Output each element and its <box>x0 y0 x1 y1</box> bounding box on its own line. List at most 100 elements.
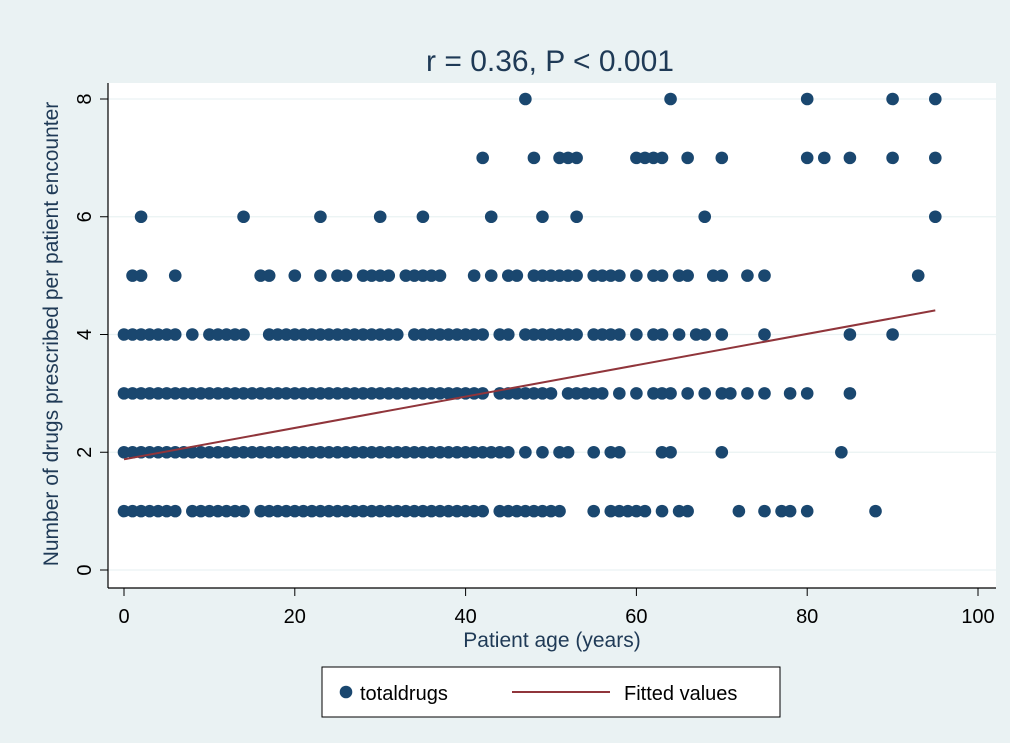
x-tick-label-80: 80 <box>796 606 818 628</box>
data-point <box>911 269 925 282</box>
fitted-values-line <box>123 309 936 461</box>
y-axis-label: Number of drugs prescribed per patient e… <box>40 102 63 567</box>
data-point <box>715 151 729 165</box>
data-point <box>886 328 899 341</box>
data-point <box>168 328 182 341</box>
data-point <box>502 445 515 459</box>
data-point <box>655 269 669 282</box>
data-point <box>800 151 814 165</box>
data-point <box>416 210 430 224</box>
data-point <box>929 92 942 106</box>
data-point <box>553 504 566 518</box>
data-point <box>835 445 848 459</box>
y-tick-label-2: 2 <box>74 447 96 458</box>
data-point <box>698 328 712 341</box>
data-point <box>886 92 899 106</box>
legend-label-fitted-values: Fitted values <box>624 683 737 705</box>
data-point <box>664 445 677 459</box>
data-point <box>314 269 327 282</box>
data-point <box>237 328 250 341</box>
data-point <box>134 210 148 224</box>
data-point <box>800 92 814 106</box>
data-point <box>758 387 771 400</box>
legend-label-totaldrugs: totaldrugs <box>360 683 448 705</box>
data-point <box>536 210 549 224</box>
data-point <box>783 387 797 400</box>
data-point <box>715 328 729 341</box>
data-point <box>800 504 814 518</box>
data-point <box>655 504 669 518</box>
data-point <box>655 328 669 341</box>
data-point <box>262 269 276 282</box>
x-axis-label: Patient age (years) <box>463 629 640 652</box>
data-point <box>724 387 737 400</box>
y-tick-label-8: 8 <box>74 93 96 104</box>
data-point <box>758 504 771 518</box>
data-point <box>613 269 626 282</box>
data-point <box>655 151 669 165</box>
data-point <box>484 210 498 224</box>
x-tick-label-0: 0 <box>118 606 129 628</box>
data-point <box>237 210 250 224</box>
data-point <box>536 445 549 459</box>
data-point <box>510 269 524 282</box>
data-point <box>843 328 857 341</box>
data-point <box>570 328 583 341</box>
data-point <box>527 151 541 165</box>
data-point <box>587 445 600 459</box>
data-point <box>476 151 489 165</box>
data-point <box>681 269 694 282</box>
data-point <box>613 328 626 341</box>
data-point <box>741 269 754 282</box>
data-point <box>544 387 558 400</box>
data-point <box>630 387 643 400</box>
data-point <box>168 269 182 282</box>
fitted-line-layer <box>123 309 936 461</box>
data-point <box>758 269 771 282</box>
data-point <box>570 151 583 165</box>
data-point <box>817 151 831 165</box>
data-point <box>783 504 797 518</box>
y-tick-label-4: 4 <box>74 329 96 340</box>
data-point <box>339 269 353 282</box>
data-point <box>715 445 729 459</box>
data-point <box>476 328 489 341</box>
data-point <box>502 328 515 341</box>
legend: totaldrugs Fitted values <box>321 666 781 718</box>
data-point <box>800 387 814 400</box>
data-point <box>843 387 857 400</box>
data-point <box>168 504 182 518</box>
data-point <box>929 151 942 165</box>
data-point <box>741 387 754 400</box>
data-point <box>519 92 532 106</box>
scatter-points <box>117 92 942 518</box>
x-tick-label-40: 40 <box>454 606 476 628</box>
x-tick-label-100: 100 <box>961 606 994 628</box>
x-tick-label-20: 20 <box>284 606 306 628</box>
data-point <box>570 210 583 224</box>
chart-title: r = 0.36, P < 0.001 <box>426 45 674 78</box>
data-point <box>484 269 498 282</box>
data-point <box>843 151 857 165</box>
data-point <box>715 269 729 282</box>
data-point <box>314 210 327 224</box>
data-point <box>433 269 447 282</box>
data-point <box>672 328 686 341</box>
data-point <box>638 504 652 518</box>
data-point <box>382 269 396 282</box>
data-point <box>929 210 942 224</box>
data-point <box>237 504 250 518</box>
data-point <box>681 504 694 518</box>
data-point <box>390 328 404 341</box>
data-point <box>681 387 694 400</box>
data-point <box>467 269 481 282</box>
data-point <box>519 445 532 459</box>
data-point <box>373 210 387 224</box>
data-point <box>630 328 643 341</box>
data-point <box>613 445 626 459</box>
legend-marker-totaldrugs <box>339 685 353 699</box>
data-point <box>630 269 643 282</box>
data-point <box>698 210 712 224</box>
data-point <box>134 269 148 282</box>
